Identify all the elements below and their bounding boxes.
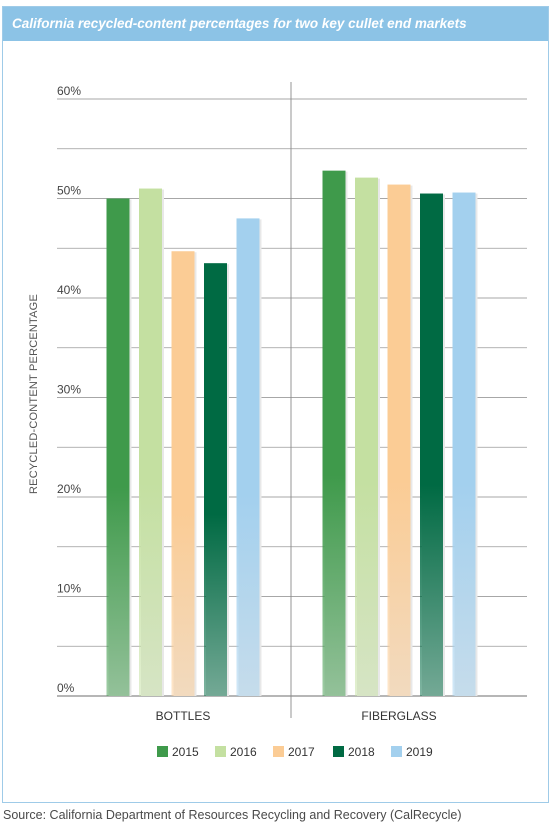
legend-swatch [333,746,344,757]
bar-fiberglass-2018 [420,193,443,696]
chart-canvas: RECYCLED-CONTENT PERCENTAGE 0% 10% 20% 30% 4… [28,82,527,759]
bar-bottles-2019 [236,218,260,696]
y-tick-label: 10% [57,582,81,596]
bar-bottles-2017 [171,251,195,697]
bar-fiberglass-2017 [387,184,411,696]
legend-label: 2019 [406,745,433,759]
legend-label: 2015 [172,745,199,759]
bar-bottles-2018 [204,263,227,696]
bar-bottles-2016 [139,188,162,697]
axes: RECYCLED-CONTENT PERCENTAGE [28,294,40,494]
chart-title: California recycled-content percentages … [3,7,548,41]
labels: 0% 10% 20% 30% 40% 50% 60% BOTTLES FIBERGLASS [57,84,437,723]
legend: 2015 2016 2017 2018 2019 [157,745,433,759]
gridlines [57,82,527,718]
y-axis-label: RECYCLED-CONTENT PERCENTAGE [28,294,40,494]
category-label: FIBERGLASS [361,709,436,723]
y-tick-label: 40% [57,283,81,297]
bar-fiberglass-2016 [355,177,378,697]
legend-label: 2018 [348,745,375,759]
bar-bottles-2015 [106,198,130,696]
y-tick-label: 50% [57,184,81,198]
source-note: Source: California Department of Resourc… [3,808,462,822]
y-tick-label: 30% [57,383,81,397]
y-tick-label: 60% [57,84,81,98]
legend-swatch [215,746,226,757]
legend-label: 2017 [288,745,315,759]
bar-fiberglass-2019 [452,192,476,696]
legend-swatch [273,746,284,757]
y-tick-label: 0% [57,681,75,695]
legend-swatch [157,746,168,757]
bar-fiberglass-2015 [322,170,346,696]
bars [106,170,478,697]
category-label: BOTTLES [156,709,211,723]
legend-swatch [391,746,402,757]
y-tick-label: 20% [57,482,81,496]
legend-label: 2016 [230,745,257,759]
